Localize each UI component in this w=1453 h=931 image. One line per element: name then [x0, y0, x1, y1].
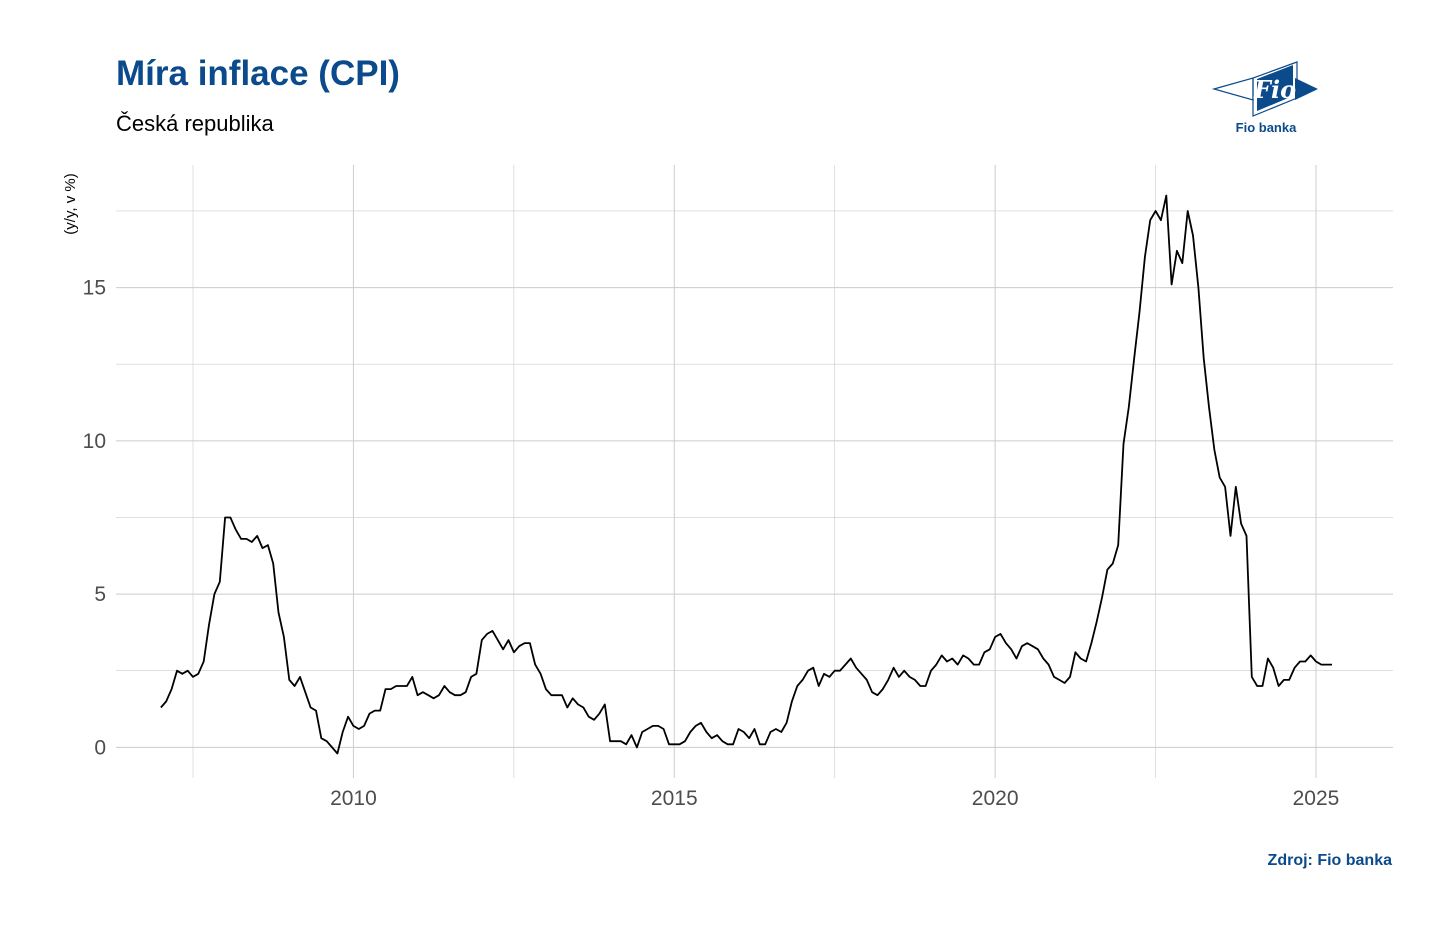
fio-logo-icon: Fio: [1211, 61, 1318, 117]
logo-caption: Fio banka: [1235, 120, 1297, 135]
x-tick-label: 2010: [330, 787, 377, 810]
chart-subtitle: Česká republika: [116, 111, 274, 136]
axis-ticks: 0 5 10 15 2010 2015 2020 2025: [83, 277, 1340, 810]
chart-title: Míra inflace (CPI): [116, 54, 400, 93]
x-tick-label: 2020: [972, 787, 1019, 810]
series-line-cpi: [160, 194, 1332, 755]
logo-text: Fio: [1253, 75, 1296, 104]
y-tick-label: 15: [83, 277, 106, 300]
series-group: [160, 194, 1332, 755]
y-tick-label: 0: [94, 736, 106, 759]
y-axis-label: (y/y, v %): [62, 173, 79, 234]
source-note: Zdroj: Fio banka: [1267, 852, 1392, 869]
x-tick-label: 2025: [1293, 787, 1340, 810]
y-tick-label: 5: [94, 583, 106, 606]
grid: [116, 165, 1393, 778]
y-tick-label: 10: [83, 430, 106, 453]
x-tick-label: 2015: [651, 787, 698, 810]
